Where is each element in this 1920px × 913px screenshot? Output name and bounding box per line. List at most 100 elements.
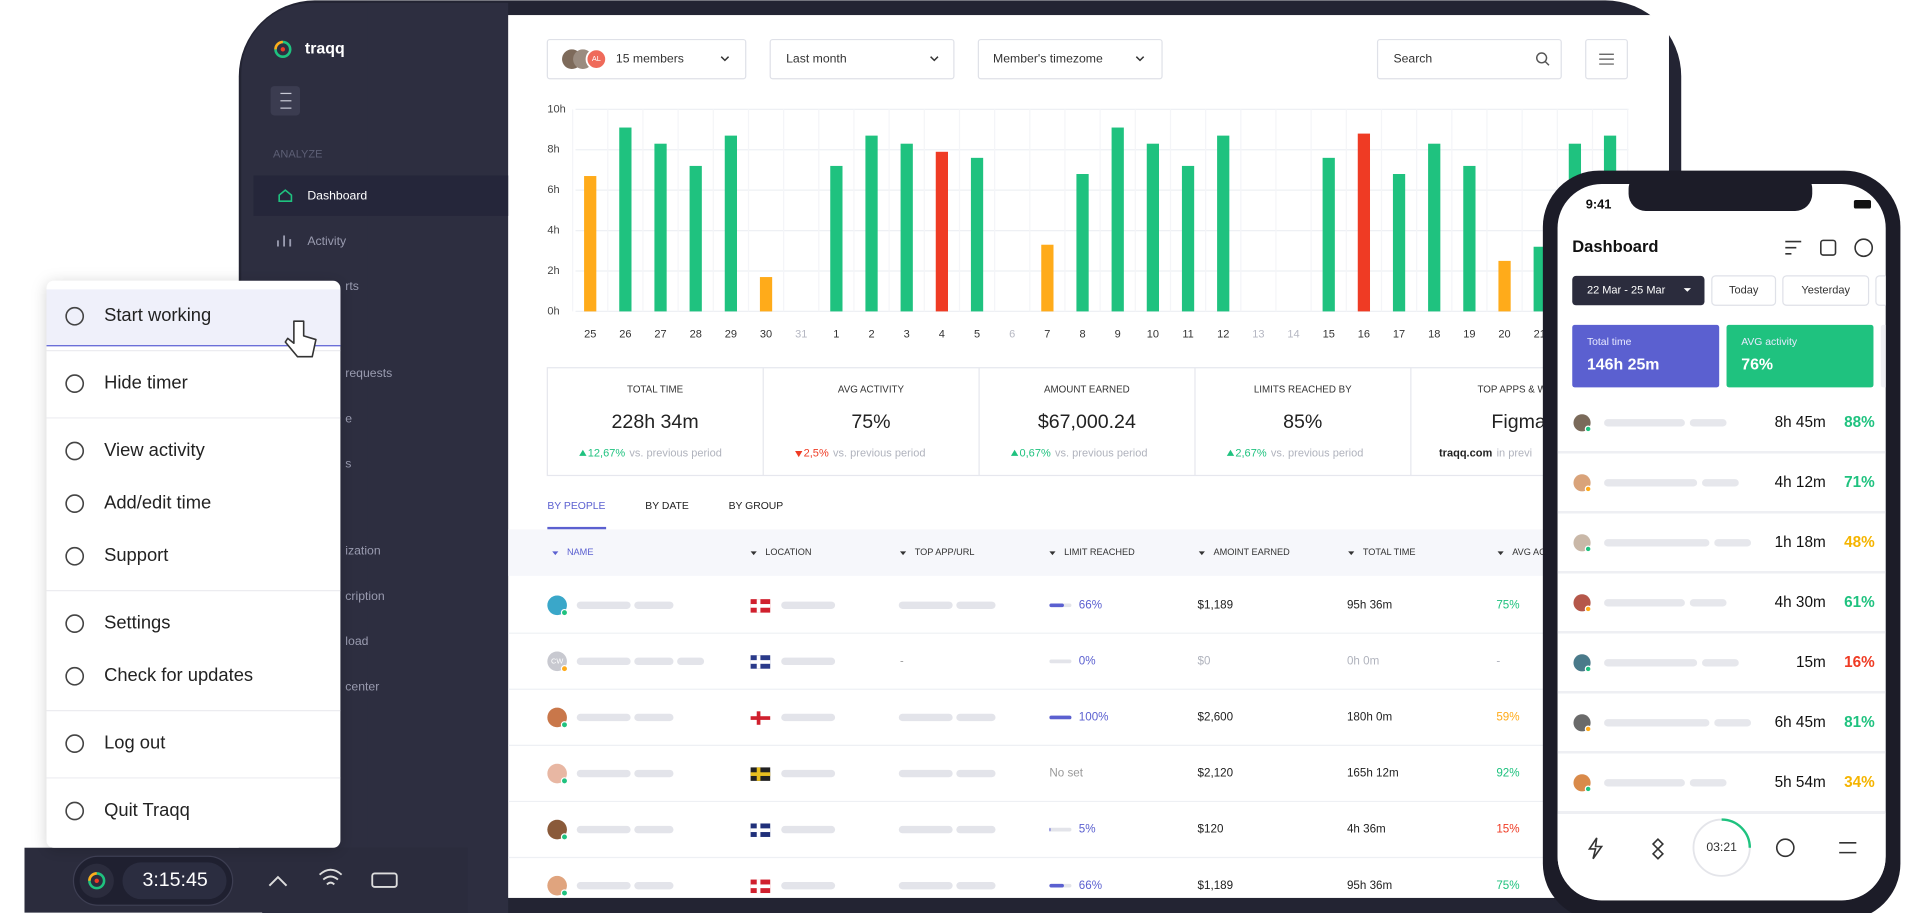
bar <box>1146 143 1160 312</box>
row-time: 4h 12m <box>1775 474 1826 491</box>
filter-label: 15 members <box>616 51 684 65</box>
menu-label: Support <box>104 544 168 565</box>
tray-time: 3:15:45 <box>142 869 207 891</box>
menu-icon <box>65 666 85 686</box>
menu-item[interactable] <box>47 534 341 578</box>
nav-item: Activity <box>307 234 347 248</box>
placeholder <box>1689 419 1727 427</box>
status-dot <box>1584 425 1592 433</box>
filter-label: Last month <box>786 51 847 65</box>
placeholder <box>781 713 836 722</box>
x-tick-label: 8 <box>1079 329 1085 341</box>
x-tick-label: 27 <box>654 329 666 341</box>
x-tick-label: 29 <box>725 329 737 341</box>
nav-item: rts <box>345 279 359 293</box>
placeholder <box>781 769 836 778</box>
nav-item: load <box>345 634 368 648</box>
placeholder <box>677 657 705 666</box>
x-tick-label: 15 <box>1323 329 1335 341</box>
nav-active[interactable] <box>253 175 509 216</box>
placeholder <box>576 825 631 834</box>
placeholder <box>576 601 631 609</box>
stat-value: 75% <box>851 411 890 433</box>
placeholder <box>781 657 836 666</box>
desktop-widget: Start working Hide timer View activity Add/… <box>24 280 468 913</box>
bar <box>1111 127 1124 312</box>
filter-label: Member's timezome <box>993 51 1103 65</box>
row-time: 15m <box>1796 654 1826 671</box>
timezone-filter[interactable] <box>977 38 1163 80</box>
placeholder <box>1604 779 1685 787</box>
menu-icon <box>65 801 85 821</box>
edit-icon[interactable] <box>1820 239 1837 256</box>
menu-item[interactable] <box>47 602 341 646</box>
flag-cross <box>750 884 771 889</box>
trend-arrow <box>579 449 587 456</box>
menu-label: Settings <box>104 611 170 632</box>
sort-arrow <box>1497 551 1504 556</box>
placeholder <box>1604 419 1685 427</box>
nav-item: cription <box>345 589 385 603</box>
search-icon <box>1536 52 1548 64</box>
bar <box>1217 135 1230 312</box>
placeholder <box>1689 599 1727 607</box>
date-chip[interactable] <box>1782 275 1870 306</box>
menu-highlight[interactable] <box>46 289 341 346</box>
menu-icon <box>65 734 85 754</box>
search-box[interactable] <box>1376 38 1562 80</box>
sort-arrow <box>552 551 559 556</box>
cell: 75% <box>1496 879 1519 892</box>
nav-bolt[interactable] <box>1587 837 1604 860</box>
logo-arc <box>88 872 97 881</box>
bar <box>689 165 702 312</box>
tray-chevron <box>268 875 288 887</box>
placeholder <box>1604 659 1698 667</box>
stat-label: TOTAL TIME <box>627 384 684 395</box>
x-tick-label: 13 <box>1252 329 1264 341</box>
column-header: AMOINT EARNED <box>1213 547 1290 557</box>
avatar-initials: AL <box>592 54 601 63</box>
placeholder <box>956 769 996 778</box>
x-tick-label: 28 <box>690 329 702 341</box>
nav-item: e <box>345 411 352 425</box>
tab-underline <box>547 526 607 530</box>
x-tick-label: 16 <box>1358 329 1370 341</box>
nav-filter[interactable] <box>1839 842 1857 854</box>
stat-value: Figma <box>1491 411 1546 433</box>
status-dot <box>1584 665 1592 673</box>
card-label: Total time <box>1587 337 1632 348</box>
range-chip[interactable] <box>1572 275 1705 306</box>
menu-item[interactable] <box>47 722 341 766</box>
add-icon[interactable] <box>1854 238 1874 258</box>
nav-apps[interactable] <box>1651 838 1664 860</box>
placeholder <box>898 882 953 890</box>
cell: $1,189 <box>1198 879 1234 892</box>
date-chip[interactable] <box>1711 275 1777 306</box>
menu-item[interactable] <box>47 362 341 406</box>
avatar-initials: CW <box>551 656 563 665</box>
bar <box>830 165 843 312</box>
column-header: NAME <box>567 547 594 557</box>
tab: BY DATE <box>645 501 689 512</box>
placeholder <box>1689 779 1727 787</box>
menu-icon <box>65 614 85 634</box>
nav-clock[interactable] <box>1775 838 1795 858</box>
bar <box>724 135 737 312</box>
placeholder <box>1604 479 1698 487</box>
cell: 0h 0m <box>1347 654 1379 667</box>
cell: 66% <box>1079 598 1102 611</box>
stat-label: AVG ACTIVITY <box>838 384 905 395</box>
timer-label: 03:21 <box>1706 840 1737 854</box>
trend-arrow <box>1226 449 1235 456</box>
status-dot <box>1584 545 1592 553</box>
cell: 92% <box>1496 767 1519 780</box>
sort-arrow <box>900 551 907 556</box>
bar <box>1357 133 1371 312</box>
menu-item[interactable] <box>47 789 341 833</box>
trend-arrow <box>795 450 803 458</box>
placeholder <box>1714 539 1752 547</box>
bar <box>619 127 632 312</box>
period-filter[interactable] <box>769 38 955 80</box>
placeholder <box>1714 719 1752 727</box>
